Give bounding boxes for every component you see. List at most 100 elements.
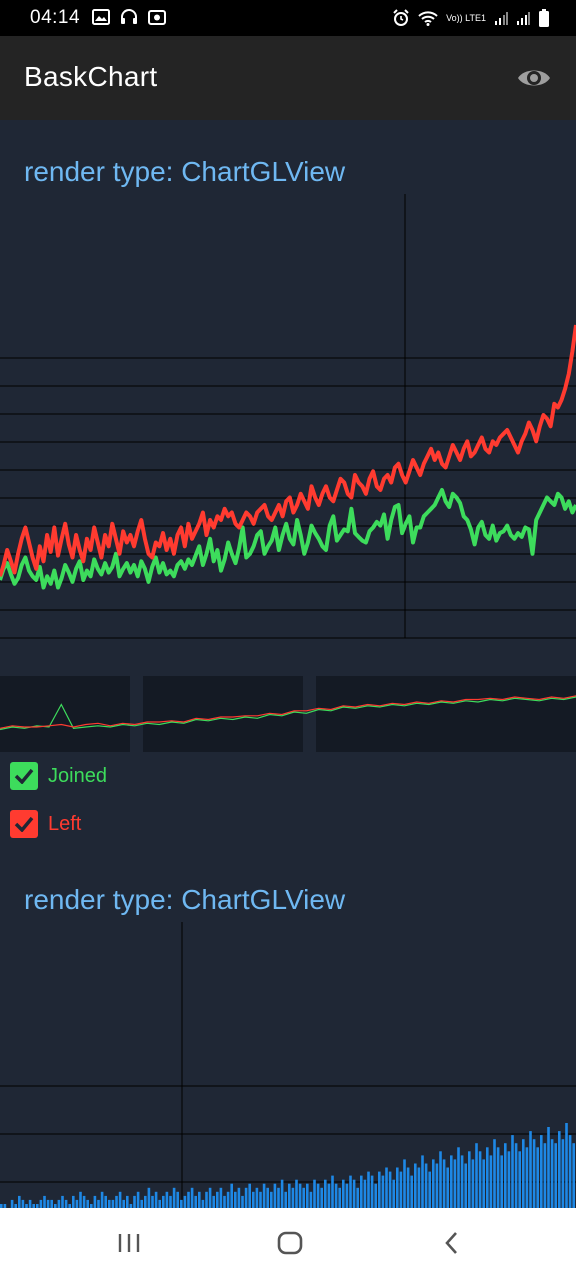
bar: [547, 1127, 550, 1208]
bar: [198, 1191, 201, 1208]
bar: [158, 1199, 161, 1208]
bar: [482, 1159, 485, 1208]
bar: [496, 1147, 500, 1208]
overview-range-selector[interactable]: [0, 672, 576, 756]
bar: [460, 1155, 464, 1208]
home-button[interactable]: [276, 1226, 304, 1260]
chart-title-bottom: render type: ChartGLView: [24, 884, 346, 915]
chart-title-top: render type: ChartGLView: [24, 156, 346, 187]
bar: [21, 1199, 25, 1208]
legend-item-joined[interactable]: Joined: [10, 762, 107, 790]
bar: [262, 1183, 266, 1208]
bar: [97, 1199, 100, 1208]
bar: [360, 1175, 363, 1208]
bar: [39, 1199, 43, 1208]
alarm-icon: [393, 9, 409, 26]
bar: [450, 1155, 453, 1208]
bar: [165, 1191, 169, 1208]
bar: [468, 1151, 471, 1208]
bar: [363, 1179, 367, 1208]
bar: [237, 1187, 241, 1208]
app-bar: BaskChart: [0, 36, 576, 120]
bar: [151, 1195, 154, 1208]
recent-apps-button[interactable]: [116, 1226, 142, 1260]
bar: [540, 1135, 543, 1208]
bar: [252, 1191, 255, 1208]
checkbox-left[interactable]: [10, 810, 38, 838]
bar: [439, 1151, 442, 1208]
bar: [334, 1183, 338, 1208]
eye-icon[interactable]: [516, 64, 552, 92]
bar: [554, 1143, 557, 1208]
bar: [504, 1143, 507, 1208]
bar: [0, 1204, 3, 1208]
lte-icon: Vo)) LTE1: [446, 12, 486, 23]
app-title: BaskChart: [24, 61, 158, 92]
bar: [500, 1155, 503, 1208]
bar: [475, 1143, 478, 1208]
bar: [320, 1187, 323, 1208]
bar: [356, 1187, 359, 1208]
bar: [345, 1183, 349, 1208]
bar: [140, 1199, 143, 1208]
bar: [180, 1199, 183, 1208]
back-button[interactable]: [440, 1226, 464, 1260]
bar: [403, 1159, 406, 1208]
bar: [453, 1159, 457, 1208]
bar: [536, 1147, 539, 1208]
line-chart[interactable]: [0, 190, 576, 642]
bar: [306, 1183, 309, 1208]
navigation-bar: [0, 1208, 576, 1280]
bar: [352, 1179, 356, 1208]
bar: [226, 1191, 230, 1208]
bar: [381, 1175, 385, 1208]
bar: [32, 1204, 35, 1208]
overview-panel: [316, 676, 576, 752]
bar: [18, 1195, 21, 1208]
bar: [208, 1187, 212, 1208]
bar: [442, 1159, 446, 1208]
bar: [370, 1175, 374, 1208]
wifi-icon: [418, 11, 438, 26]
bar: [568, 1135, 572, 1208]
bar: [54, 1204, 57, 1208]
bar: [190, 1187, 194, 1208]
bar: [514, 1143, 518, 1208]
legend-item-left[interactable]: Left: [10, 810, 81, 838]
bar: [43, 1195, 46, 1208]
bar: [129, 1204, 133, 1208]
bar: [270, 1191, 273, 1208]
bar: [572, 1143, 575, 1208]
bar: [241, 1195, 244, 1208]
bar: [79, 1191, 82, 1208]
bar: [162, 1195, 165, 1208]
bar: [295, 1179, 298, 1208]
bar: [558, 1131, 561, 1208]
bar: [205, 1191, 208, 1208]
bar: [298, 1183, 302, 1208]
bar-chart[interactable]: [0, 918, 576, 1208]
bar: [471, 1159, 475, 1208]
bar: [255, 1187, 259, 1208]
series-line-joined: [0, 488, 576, 590]
bar: [50, 1199, 53, 1208]
bar: [565, 1123, 568, 1208]
bar: [374, 1183, 377, 1208]
bar: [122, 1199, 125, 1208]
series-line-left: [0, 324, 576, 577]
bar: [388, 1171, 392, 1208]
image-icon: [92, 9, 110, 25]
bar: [223, 1195, 226, 1208]
bar: [68, 1204, 71, 1208]
bar: [522, 1139, 525, 1208]
bar: [104, 1195, 107, 1208]
bar: [72, 1195, 75, 1208]
bar: [100, 1191, 104, 1208]
bar: [288, 1183, 291, 1208]
bar: [118, 1191, 122, 1208]
bar: [216, 1191, 219, 1208]
bar: [525, 1147, 529, 1208]
checkbox-joined[interactable]: [10, 762, 38, 790]
bar: [86, 1199, 89, 1208]
bar: [111, 1199, 115, 1208]
